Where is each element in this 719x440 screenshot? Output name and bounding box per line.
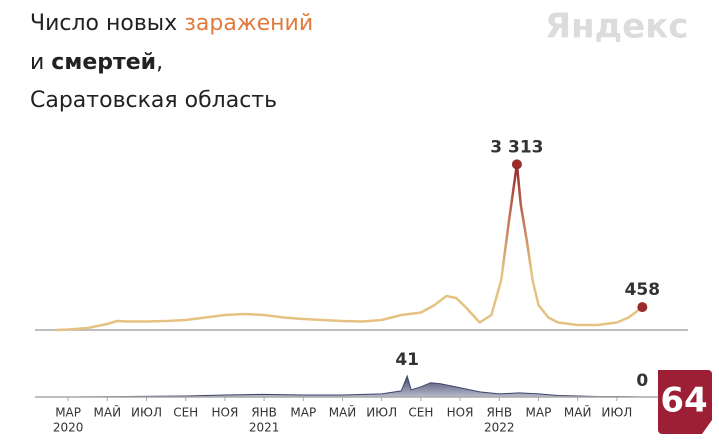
value-label: 3 313 — [490, 137, 543, 157]
x-tick-label: СЕН — [173, 406, 198, 420]
region-badge: 64 — [658, 370, 712, 434]
x-tick-label: МАЙ — [329, 405, 357, 420]
x-tick-label: ЯНВ — [251, 406, 277, 420]
title-part: Число новых — [30, 11, 184, 36]
x-tick-label: ЯНВ — [486, 406, 512, 420]
x-tick-label: МАР — [526, 406, 552, 420]
x-tick-label: СЕН — [408, 406, 433, 420]
x-tick-label: МАР — [55, 406, 81, 420]
value-label: 41 — [395, 350, 419, 370]
badge-text: 64 — [660, 381, 707, 421]
x-tick-label: НОЯ — [211, 406, 238, 420]
x-tick-label: ИЮЛ — [366, 406, 397, 420]
x-tick-label: МАЙ — [564, 405, 592, 420]
title-part: , — [156, 50, 163, 75]
deaths-area — [56, 374, 643, 398]
x-tick-label: ИЮЛ — [601, 406, 632, 420]
title-line: Число новых заражений — [30, 11, 313, 36]
x-year-label: 2020 — [53, 421, 84, 435]
x-tick-label: МАЙ — [94, 405, 122, 420]
title-line: Саратовская область — [30, 88, 277, 113]
x-tick-label: НОЯ — [447, 406, 474, 420]
x-tick-label: ИЮЛ — [131, 406, 162, 420]
infection-line — [56, 163, 644, 332]
x-tick-label: МАР — [290, 406, 316, 420]
badge-shape — [658, 370, 712, 434]
title-part: заражений — [184, 11, 313, 36]
title-part: смертей — [51, 50, 156, 75]
title-part: и — [30, 50, 51, 75]
brand-logo: Яндекс — [545, 7, 688, 47]
title-part: Саратовская область — [30, 88, 277, 113]
x-year-label: 2022 — [484, 421, 515, 435]
value-label: 0 — [636, 371, 648, 391]
point-marker — [511, 159, 522, 170]
value-label: 458 — [625, 280, 661, 300]
x-year-label: 2021 — [249, 421, 280, 435]
point-marker — [637, 302, 648, 313]
title-line: и смертей, — [30, 50, 163, 75]
